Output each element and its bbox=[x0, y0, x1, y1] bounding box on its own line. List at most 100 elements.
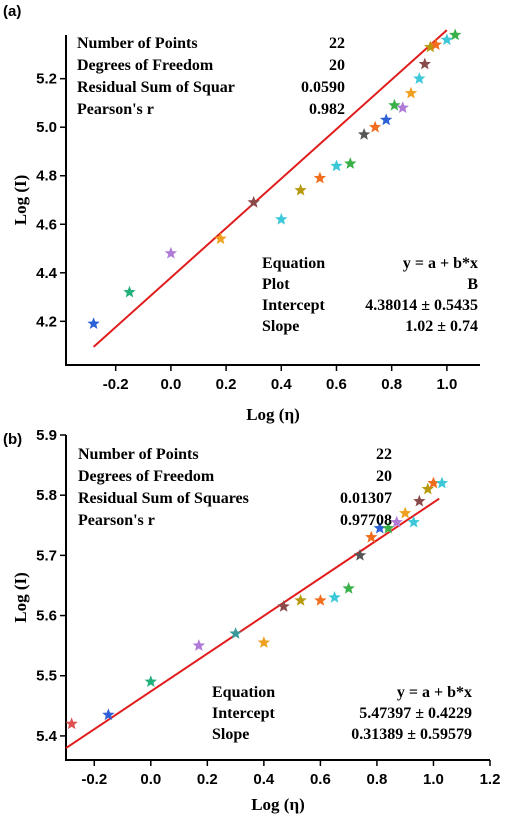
data-point-star bbox=[229, 627, 242, 639]
data-point-star bbox=[365, 530, 378, 543]
data-point-star bbox=[448, 28, 462, 41]
data-point-star bbox=[275, 212, 288, 225]
data-point-star bbox=[87, 317, 100, 330]
stats-label: Number of Points bbox=[78, 446, 199, 463]
stats-value: 0.982 bbox=[309, 101, 345, 118]
y-axis-title: Log (I) bbox=[11, 175, 30, 226]
data-point-star bbox=[413, 494, 426, 507]
x-tick-label: 1.0 bbox=[436, 376, 457, 393]
data-point-star bbox=[294, 594, 307, 606]
x-tick-label: 0.6 bbox=[326, 376, 347, 393]
x-tick-label: 0.2 bbox=[216, 376, 237, 393]
data-point-star bbox=[396, 101, 409, 114]
fit-label: Intercept bbox=[212, 705, 275, 722]
panel-label: (b) bbox=[3, 431, 22, 448]
x-tick-label: 0.4 bbox=[271, 376, 293, 393]
data-point-star bbox=[357, 127, 371, 140]
y-axis-title: Log (I) bbox=[11, 572, 30, 623]
data-point-star bbox=[144, 675, 157, 688]
data-point-star bbox=[407, 515, 420, 528]
stats-label: Pearson's r bbox=[77, 101, 154, 118]
y-tick-label: 5.0 bbox=[36, 119, 57, 136]
data-point-star bbox=[164, 246, 178, 259]
fit-line bbox=[92, 29, 448, 348]
data-point-star bbox=[435, 476, 449, 489]
data-point-star bbox=[353, 548, 367, 561]
data-point-star bbox=[102, 708, 115, 721]
stats-label: Pearson's r bbox=[78, 512, 155, 529]
data-point-star bbox=[404, 86, 418, 99]
stats-value: 20 bbox=[376, 468, 392, 485]
data-point-star bbox=[413, 72, 426, 84]
x-tick-label: 1.2 bbox=[480, 771, 501, 788]
data-point-star bbox=[344, 157, 357, 169]
y-tick-label: 5.9 bbox=[36, 427, 57, 444]
y-tick-label: 5.4 bbox=[36, 728, 58, 745]
data-point-star bbox=[247, 195, 260, 208]
data-point-star bbox=[399, 506, 412, 519]
stats-value: 0.97708 bbox=[340, 512, 392, 529]
x-tick-label: 0.0 bbox=[140, 771, 161, 788]
data-point-star bbox=[257, 636, 271, 648]
data-point-star bbox=[214, 232, 227, 245]
data-point-star bbox=[440, 33, 454, 46]
y-tick-label: 4.6 bbox=[36, 216, 57, 233]
data-point-star bbox=[314, 594, 327, 606]
x-tick-label: 0.2 bbox=[197, 771, 218, 788]
data-point-star bbox=[424, 40, 437, 53]
fit-value: y = a + b*x bbox=[397, 684, 472, 701]
fit-label: Slope bbox=[262, 318, 299, 335]
stats-label: Residual Sum of Squar bbox=[77, 79, 235, 96]
stats-value: 0.0590 bbox=[301, 79, 345, 96]
data-point-star bbox=[65, 717, 78, 730]
y-tick-label: 5.8 bbox=[36, 487, 57, 504]
fit-value: y = a + b*x bbox=[403, 255, 478, 272]
stats-label: Degrees of Freedom bbox=[78, 468, 215, 485]
x-tick-label: -0.2 bbox=[81, 771, 107, 788]
x-tick-label: 0.4 bbox=[253, 771, 275, 788]
data-point-star bbox=[328, 591, 341, 603]
data-point-star bbox=[390, 515, 403, 528]
stats-label: Degrees of Freedom bbox=[77, 57, 214, 74]
x-axis-title: Log (η) bbox=[246, 405, 300, 424]
stats-value: 20 bbox=[329, 57, 345, 74]
data-point-star bbox=[427, 476, 440, 489]
x-tick-label: -0.2 bbox=[103, 376, 129, 393]
y-tick-label: 4.8 bbox=[36, 168, 57, 185]
y-tick-label: 5.2 bbox=[36, 71, 57, 88]
fit-label: Slope bbox=[212, 726, 249, 743]
fit-value: 1.02 ± 0.74 bbox=[405, 318, 478, 335]
y-tick-label: 5.7 bbox=[36, 547, 57, 564]
x-tick-label: 0.8 bbox=[381, 376, 402, 393]
fit-value: B bbox=[467, 276, 478, 293]
fit-value: 4.38014 ± 0.5435 bbox=[365, 297, 478, 314]
data-point-star bbox=[379, 113, 393, 126]
fit-label: Equation bbox=[262, 255, 325, 272]
data-point-star bbox=[368, 120, 382, 133]
stats-value: 0.01307 bbox=[340, 490, 392, 507]
data-point-star bbox=[418, 57, 431, 70]
data-point-star bbox=[123, 285, 136, 298]
x-tick-label: 0.0 bbox=[160, 376, 181, 393]
chart-panel-a: (a) -0.2 0.0 0.2 0.4 0.6 0.8 1.0 4.2 4.4 4.6 4.8 5.0… bbox=[3, 3, 480, 424]
panel-label: (a) bbox=[3, 3, 21, 20]
stats-value: 22 bbox=[329, 35, 345, 52]
data-point-star bbox=[429, 38, 443, 50]
x-tick-label: 0.8 bbox=[367, 771, 388, 788]
fit-label: Plot bbox=[262, 276, 290, 293]
stats-value: 22 bbox=[376, 446, 392, 463]
data-point-star bbox=[388, 98, 401, 111]
stats-label: Residual Sum of Squares bbox=[78, 490, 249, 507]
data-point-star bbox=[192, 639, 206, 651]
data-point-star bbox=[382, 521, 395, 534]
x-tick-label: 1.0 bbox=[423, 771, 444, 788]
fit-value: 0.31389 ± 0.59579 bbox=[351, 726, 472, 743]
fit-label: Intercept bbox=[262, 297, 325, 314]
chart-panel-b: (b) -0.2 0.0 0.2 0.4 0.6 0.8 1.0 1.2 5.4 5.5 5.6 5.7… bbox=[3, 427, 500, 814]
data-point-star bbox=[342, 581, 355, 594]
data-point-star bbox=[373, 521, 386, 534]
y-tick-label: 5.6 bbox=[36, 608, 57, 625]
axes-frame bbox=[65, 35, 480, 366]
x-axis-title: Log (η) bbox=[251, 795, 305, 814]
